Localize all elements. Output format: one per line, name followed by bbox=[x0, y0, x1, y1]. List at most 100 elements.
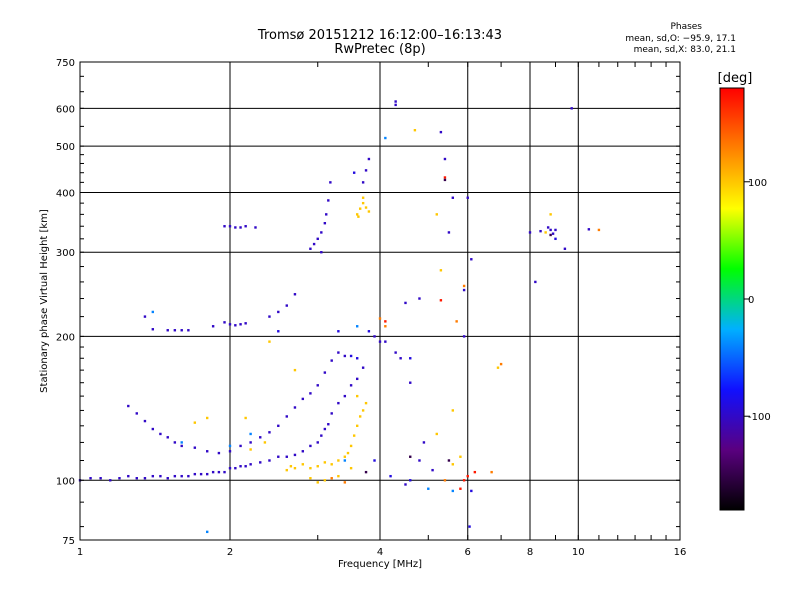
data-point bbox=[394, 103, 397, 107]
data-point bbox=[364, 401, 368, 405]
data-point bbox=[451, 196, 455, 199]
data-point bbox=[349, 466, 353, 470]
data-point bbox=[355, 325, 359, 328]
data-point bbox=[358, 207, 362, 210]
data-point bbox=[570, 107, 573, 110]
data-point bbox=[422, 441, 426, 444]
phase-stats-o: mean, sd,O: −95.9, 17.1 bbox=[625, 34, 736, 44]
chart-title: Tromsø 20151212 16:12:00–16:13:43 bbox=[257, 28, 503, 43]
data-point bbox=[228, 444, 232, 448]
y-tick-label: 300 bbox=[56, 248, 75, 259]
data-point bbox=[277, 424, 280, 428]
data-point bbox=[277, 330, 280, 333]
data-point bbox=[259, 436, 262, 439]
data-point bbox=[268, 431, 271, 434]
data-point bbox=[143, 477, 147, 480]
data-point bbox=[234, 466, 237, 470]
phase-heading: Phases bbox=[670, 22, 702, 32]
data-point bbox=[409, 479, 412, 482]
data-point bbox=[277, 455, 280, 458]
data-point bbox=[364, 169, 368, 172]
data-point bbox=[323, 222, 327, 225]
data-point bbox=[466, 196, 469, 199]
data-point bbox=[239, 323, 242, 326]
data-point bbox=[228, 450, 232, 453]
data-point bbox=[551, 232, 555, 235]
data-point bbox=[439, 130, 443, 134]
y-tick-label: 600 bbox=[56, 104, 75, 115]
data-point bbox=[199, 472, 203, 476]
data-point bbox=[349, 444, 353, 448]
data-point bbox=[180, 329, 183, 332]
data-point bbox=[394, 100, 397, 103]
data-point bbox=[259, 461, 262, 464]
data-point bbox=[544, 231, 547, 234]
data-point bbox=[323, 371, 327, 374]
grid-layer bbox=[80, 62, 680, 540]
data-point bbox=[234, 226, 237, 229]
data-point bbox=[151, 310, 155, 314]
data-point bbox=[346, 451, 350, 455]
data-point bbox=[143, 419, 147, 423]
x-tick-label: 4 bbox=[377, 547, 383, 558]
data-point bbox=[394, 351, 397, 354]
data-point bbox=[293, 368, 297, 372]
data-point bbox=[490, 470, 493, 474]
data-point bbox=[409, 381, 412, 384]
data-point bbox=[249, 448, 252, 451]
data-point bbox=[439, 269, 443, 272]
data-point bbox=[435, 213, 438, 216]
data-point bbox=[499, 362, 503, 366]
colorbar-tick-label: -100 bbox=[748, 412, 771, 423]
data-point bbox=[285, 415, 288, 418]
data-point bbox=[285, 468, 288, 472]
data-point bbox=[384, 136, 387, 140]
x-tick-label: 10 bbox=[572, 547, 585, 558]
data-point bbox=[159, 432, 162, 436]
data-point bbox=[349, 354, 353, 358]
data-point bbox=[312, 242, 316, 246]
phase-stats-x: mean, sd,X: 83.0, 21.1 bbox=[633, 45, 736, 55]
data-point bbox=[249, 432, 252, 436]
data-point bbox=[166, 436, 169, 439]
data-point bbox=[330, 477, 333, 480]
data-point bbox=[409, 455, 412, 458]
data-point bbox=[173, 329, 177, 332]
data-point bbox=[473, 470, 477, 474]
data-point bbox=[234, 324, 237, 327]
data-point bbox=[316, 465, 319, 468]
data-point bbox=[205, 530, 209, 534]
data-point bbox=[431, 468, 434, 472]
colorbar-bar bbox=[719, 87, 745, 511]
data-point bbox=[309, 444, 312, 448]
data-point bbox=[447, 231, 451, 234]
data-point bbox=[205, 472, 209, 476]
data-point bbox=[244, 465, 247, 468]
data-point bbox=[127, 404, 130, 408]
data-point bbox=[228, 466, 232, 470]
data-point bbox=[223, 225, 226, 228]
data-point bbox=[418, 297, 421, 300]
data-point bbox=[443, 157, 447, 161]
colorbar-tick-label: 100 bbox=[748, 178, 767, 189]
data-point bbox=[211, 325, 215, 328]
data-point bbox=[352, 434, 356, 437]
data-point bbox=[327, 199, 330, 202]
data-point bbox=[597, 228, 601, 232]
data-point bbox=[289, 465, 293, 468]
data-point bbox=[384, 340, 387, 343]
data-point bbox=[404, 483, 407, 486]
data-point bbox=[228, 225, 232, 228]
data-point bbox=[89, 477, 92, 480]
data-point bbox=[254, 226, 257, 229]
data-point bbox=[166, 477, 169, 480]
data-point bbox=[309, 466, 312, 470]
data-point bbox=[228, 323, 232, 326]
data-point bbox=[323, 461, 327, 464]
data-point bbox=[361, 366, 365, 369]
x-tick-label: 16 bbox=[674, 547, 687, 558]
data-point bbox=[244, 416, 247, 420]
data-point bbox=[325, 213, 328, 216]
data-point bbox=[451, 463, 455, 466]
data-point bbox=[373, 459, 376, 462]
